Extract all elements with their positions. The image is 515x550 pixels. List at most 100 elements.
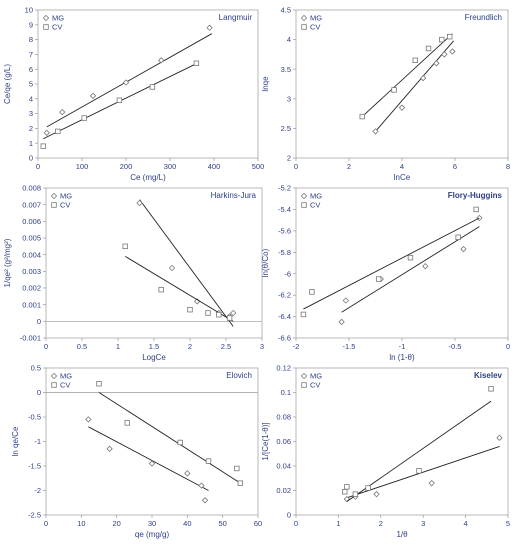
data-point-cv bbox=[193, 60, 200, 66]
data-point-cv bbox=[407, 254, 414, 261]
data-point-mg bbox=[230, 309, 237, 317]
y-tick-label: 0 bbox=[37, 317, 41, 326]
x-tick-label: 5 bbox=[506, 519, 510, 528]
x-tick-label: 0 bbox=[36, 162, 40, 171]
data-point-cv bbox=[149, 84, 156, 90]
x-tick-label: -2 bbox=[293, 342, 300, 351]
y-tick-label: 0.12 bbox=[276, 364, 291, 373]
x-tick-label: 300 bbox=[164, 162, 177, 171]
data-point-mg bbox=[373, 491, 380, 498]
data-point-cv bbox=[352, 491, 359, 497]
data-point-cv bbox=[226, 315, 233, 321]
y-tick-label: -6 bbox=[284, 269, 291, 278]
legend-label-cv: CV bbox=[310, 381, 320, 390]
x-tick-label: 3 bbox=[260, 342, 264, 351]
y-axis-label: lnqe bbox=[261, 76, 270, 92]
data-point-cv bbox=[488, 386, 494, 392]
data-point-mg bbox=[422, 263, 429, 270]
x-tick-label: 30 bbox=[148, 519, 156, 528]
y-tick-label: 3 bbox=[287, 94, 291, 103]
y-tick-label: 0.02 bbox=[276, 486, 291, 495]
y-axis-label: 1/qe² (g²/mg²) bbox=[3, 238, 12, 287]
chart-panel-harkins-jura: -0.00100.0010.0020.0030.0040.0050.0060.0… bbox=[3, 184, 264, 362]
y-tick-label: -6.2 bbox=[278, 291, 291, 300]
data-point-cv bbox=[55, 128, 61, 135]
chart-panel-elovich: -2.5 -2 -1.5 -1 -0.5 0 0.5 0 10 20 30 40 50 60 qe (mg/… bbox=[11, 364, 262, 539]
data-point-cv bbox=[375, 276, 382, 282]
x-tick-label: 200 bbox=[120, 162, 133, 171]
data-point-cv bbox=[446, 33, 453, 40]
data-point-cv bbox=[359, 113, 365, 120]
data-point-mg bbox=[342, 297, 349, 304]
data-point-cv bbox=[425, 45, 432, 52]
data-point-mg bbox=[206, 24, 213, 31]
y-tick-label: 0.08 bbox=[276, 413, 291, 422]
legend-label-mg: MG bbox=[310, 14, 322, 23]
data-point-cv bbox=[473, 206, 479, 213]
y-tick-label: 2 bbox=[29, 124, 33, 133]
legend-marker-mg bbox=[42, 14, 50, 22]
x-tick-label: 100 bbox=[76, 162, 89, 171]
legend-label-cv: CV bbox=[60, 381, 70, 390]
y-tick-label: 0.04 bbox=[276, 462, 291, 471]
x-tick-label: 0 bbox=[44, 342, 48, 351]
data-point-mg bbox=[184, 470, 191, 477]
data-point-mg bbox=[89, 92, 97, 100]
legend-label-mg: MG bbox=[52, 14, 64, 23]
fit-line-mg bbox=[88, 426, 209, 491]
chart-title: Harkins-Jura bbox=[211, 191, 257, 200]
x-tick-label: 40 bbox=[183, 519, 191, 528]
data-point-cv bbox=[309, 289, 315, 295]
x-tick-label: 0 bbox=[294, 162, 298, 171]
data-point-mg bbox=[136, 199, 143, 207]
data-point-cv bbox=[216, 311, 222, 318]
x-tick-label: -1 bbox=[399, 342, 406, 351]
y-tick-label: 4 bbox=[29, 94, 33, 103]
data-point-cv bbox=[365, 485, 371, 491]
fit-line-mg bbox=[139, 199, 234, 327]
legend-label-cv: CV bbox=[60, 201, 70, 210]
data-point-cv bbox=[177, 439, 183, 446]
fit-line-mg bbox=[341, 226, 480, 313]
x-tick-label: 0.5 bbox=[77, 342, 87, 351]
x-axis-label: lnCe bbox=[394, 173, 411, 182]
legend-marker-cv bbox=[51, 382, 57, 388]
chart-title: Elovich bbox=[226, 371, 252, 380]
data-point-mg bbox=[433, 60, 440, 67]
y-tick-label: 0.005 bbox=[22, 234, 41, 243]
x-tick-label: 0 bbox=[294, 519, 298, 528]
legend-marker-cv bbox=[301, 202, 307, 208]
x-tick-label: 4 bbox=[464, 519, 468, 528]
data-point-mg bbox=[398, 104, 406, 111]
y-tick-label: 4 bbox=[287, 35, 291, 44]
data-point-mg bbox=[338, 318, 345, 326]
fit-line-mg bbox=[375, 40, 455, 132]
y-tick-label: 6 bbox=[29, 65, 33, 74]
chart-panel-flory-huggins: -6.6 -6.4 -6.2 -6 -5.8 -5.6 -5.4 -5.2 -2 -1.5 -1 -0… bbox=[261, 184, 510, 362]
y-tick-label: -1.5 bbox=[28, 462, 41, 471]
y-tick-label: 0 bbox=[37, 388, 41, 397]
legend-label-cv: CV bbox=[310, 23, 320, 32]
y-tick-label: 0.001 bbox=[22, 300, 41, 309]
x-tick-label: 2 bbox=[347, 162, 351, 171]
y-tick-label: 3.5 bbox=[281, 65, 291, 74]
legend-marker-mg bbox=[50, 192, 58, 200]
x-axis-label: LogCe bbox=[142, 353, 166, 362]
y-tick-label: 0.06 bbox=[276, 437, 291, 446]
data-point-mg bbox=[43, 129, 50, 137]
y-tick-label: 2.5 bbox=[281, 124, 291, 133]
data-point-cv bbox=[122, 243, 128, 250]
y-tick-label: 8 bbox=[29, 35, 33, 44]
data-point-cv bbox=[412, 57, 418, 64]
data-point-cv bbox=[344, 484, 350, 490]
legend-label-mg: MG bbox=[60, 372, 72, 381]
y-tick-label: 0.006 bbox=[22, 217, 41, 226]
fit-line-mg bbox=[346, 445, 500, 499]
x-tick-label: 500 bbox=[252, 162, 265, 171]
fit-line-cv bbox=[361, 33, 453, 117]
legend-marker-cv bbox=[43, 24, 49, 30]
data-point-cv bbox=[205, 458, 212, 464]
